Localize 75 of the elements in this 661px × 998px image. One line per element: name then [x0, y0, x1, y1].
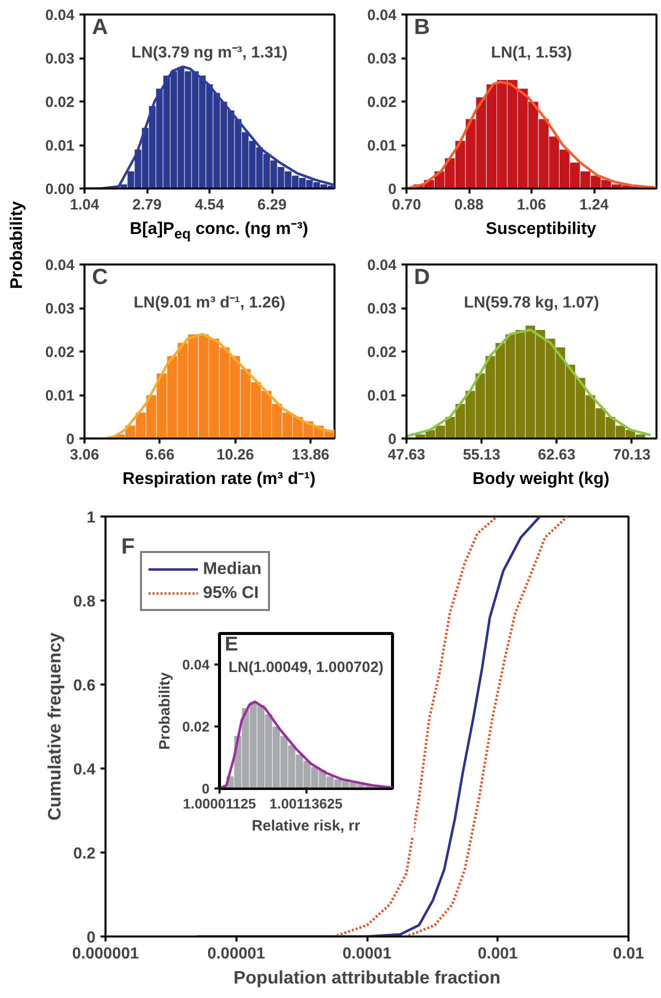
x-tick-label: 1.04: [70, 196, 100, 214]
y-tick-label: 0.04: [45, 257, 76, 274]
y-tick-label: 0.01: [45, 388, 75, 404]
y-tick-label: 0.02: [367, 344, 397, 361]
y-tick-label: 0: [388, 181, 396, 198]
y-tick-label: 0.00: [45, 181, 75, 198]
y-tick-label: 0.2: [73, 846, 96, 862]
x-axis-title: Body weight (kg): [472, 468, 610, 490]
y-tick-label: 0.02: [367, 94, 397, 111]
x-tick-label: 13.86: [292, 446, 330, 464]
annotation: B: [414, 14, 430, 40]
y-tick-label: 0.04: [182, 656, 210, 672]
x-tick-label: 6.29: [257, 196, 287, 214]
x-tick-label: 1.00113625: [269, 796, 343, 812]
x-tick-label: 0.0001: [342, 946, 392, 962]
y-tick-label: 0.03: [45, 300, 75, 318]
annotation: LN(59.78 kg, 1.07): [464, 294, 600, 312]
annotation: D: [414, 264, 430, 290]
x-tick-label: 6.66: [145, 446, 174, 464]
x-tick-label: 0.88: [454, 196, 484, 214]
y-tick-label: 0: [202, 780, 210, 796]
x-tick-label: 1.06: [516, 196, 546, 214]
y-tick-label: 0: [388, 431, 396, 448]
y-tick-label: 0.8: [73, 594, 96, 610]
x-axis-title: Susceptibility: [486, 218, 596, 240]
y-tick-label: 0.04: [45, 7, 76, 24]
x-axis-title: B[a]P$_{eq}$ conc. (ng m⁻³): [130, 218, 308, 244]
x-axis-title: Population attributable fraction: [234, 968, 501, 988]
x-tick-label: 0.001: [478, 946, 518, 962]
y-axis-title: Probability: [6, 201, 27, 289]
y-tick-label: 0.03: [45, 50, 75, 68]
x-tick-label: 70.13: [613, 446, 651, 464]
x-tick-label: 0.000001: [72, 946, 139, 962]
y-tick-label: 0.02: [45, 344, 75, 361]
x-axis-title: Relative risk, rr: [252, 818, 360, 834]
y-tick-label: 0.03: [367, 300, 397, 318]
x-tick-label: 0.01: [612, 946, 644, 962]
x-tick-label: 1.00001125: [182, 796, 256, 812]
annotation: A: [92, 14, 108, 40]
legend-label: Median: [203, 559, 262, 579]
y-tick-label: 1: [86, 510, 96, 526]
x-tick-label: 47.63: [388, 446, 426, 464]
y-tick-label: 0.01: [45, 138, 75, 154]
y-tick-label: 0: [86, 930, 96, 946]
legend-label: 95% CI: [203, 583, 259, 603]
y-tick-label: 0.01: [367, 388, 397, 404]
x-tick-label: 0.00001: [207, 946, 266, 962]
y-tick-label: 0.04: [367, 257, 398, 274]
y-tick-label: 0: [66, 431, 74, 448]
annotation: F: [121, 533, 135, 558]
y-tick-label: 0.02: [182, 718, 210, 734]
annotation: LN(3.79 ng m⁻³, 1.31): [131, 44, 288, 62]
y-tick-label: 0.6: [73, 678, 96, 694]
x-tick-label: 2.79: [132, 196, 162, 214]
x-tick-label: 10.26: [216, 446, 254, 464]
x-tick-label: 55.13: [462, 446, 500, 464]
x-tick-label: 0.70: [392, 196, 422, 214]
annotation: LN(9.01 m³ d⁻¹, 1.26): [134, 294, 286, 312]
annotation: LN(1.00049, 1.000702): [228, 659, 384, 676]
y-tick-label: 0.4: [73, 762, 96, 778]
y-tick-label: 0.01: [367, 138, 397, 154]
annotation: LN(1, 1.53): [491, 44, 572, 62]
x-axis-title: Respiration rate (m³ d⁻¹): [122, 468, 316, 490]
line-series: [406, 328, 652, 438]
y-tick-label: 0.04: [367, 7, 398, 24]
x-tick-label: 3.06: [70, 446, 100, 464]
y-axis-title: Cumulative frequency: [44, 632, 64, 821]
x-tick-label: 1.24: [579, 196, 610, 214]
x-tick-label: 62.63: [538, 446, 576, 464]
annotation: C: [92, 264, 108, 290]
y-tick-label: 0.02: [45, 94, 75, 111]
y-tick-label: 0.03: [367, 50, 397, 68]
x-tick-label: 4.54: [194, 196, 225, 214]
annotation: E: [224, 633, 238, 656]
y-axis-title: Probability: [156, 672, 174, 750]
